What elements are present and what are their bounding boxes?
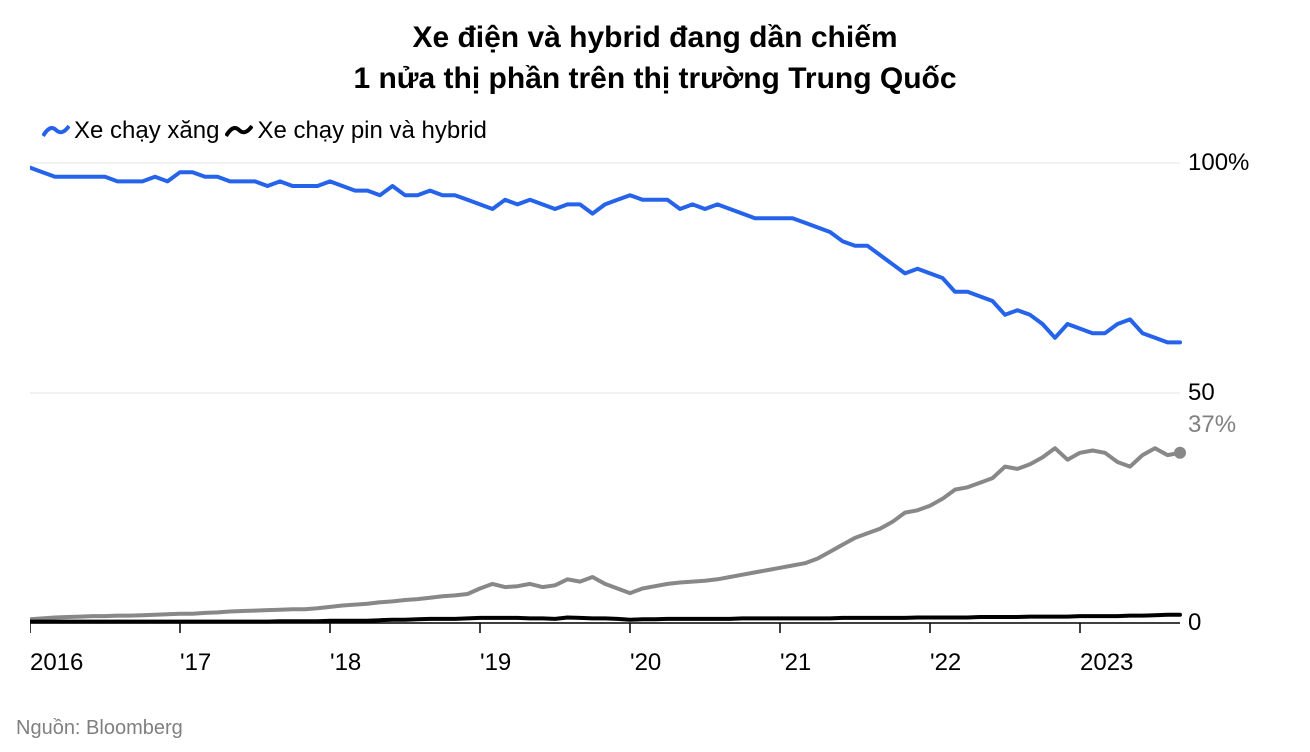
x-tick-label: 2023 xyxy=(1080,649,1133,677)
x-axis-labels: 2016 '17 '18 '19 '20 '21 '22 2023 xyxy=(30,645,1180,685)
x-tick-label: '17 xyxy=(180,649,211,677)
x-tick-label: '19 xyxy=(480,649,511,677)
legend-label-ev: Xe chạy pin và hybrid xyxy=(257,117,486,145)
y-tick-label: 50 xyxy=(1188,379,1215,407)
title-line-2: 1 nửa thị phần trên thị trường Trung Quố… xyxy=(353,62,956,95)
legend: Xe chạy xăng Xe chạy pin và hybrid xyxy=(30,117,1280,145)
legend-swatch-ev xyxy=(225,122,253,140)
y-axis-labels: 050100% xyxy=(1188,153,1268,633)
y-tick-label: 0 xyxy=(1188,609,1201,637)
chart-container: Xe điện và hybrid đang dần chiếm 1 nửa t… xyxy=(0,0,1310,752)
x-tick-label: '20 xyxy=(630,649,661,677)
x-tick-label: '22 xyxy=(930,649,961,677)
x-tick-label: 2016 xyxy=(30,649,83,677)
plot-area: 050100% 37% xyxy=(30,153,1280,643)
final-value-label: 37% xyxy=(1188,411,1236,439)
legend-swatch-gasoline xyxy=(42,122,70,140)
chart-title: Xe điện và hybrid đang dần chiếm 1 nửa t… xyxy=(30,18,1280,99)
chart-svg xyxy=(30,153,1270,633)
y-tick-label: 100% xyxy=(1188,149,1249,177)
x-tick-label: '21 xyxy=(780,649,811,677)
x-tick-label: '18 xyxy=(330,649,361,677)
legend-label-gasoline: Xe chạy xăng xyxy=(74,117,219,145)
title-line-1: Xe điện và hybrid đang dần chiếm xyxy=(412,21,897,54)
source-credit: Nguồn: Bloomberg xyxy=(16,717,183,740)
